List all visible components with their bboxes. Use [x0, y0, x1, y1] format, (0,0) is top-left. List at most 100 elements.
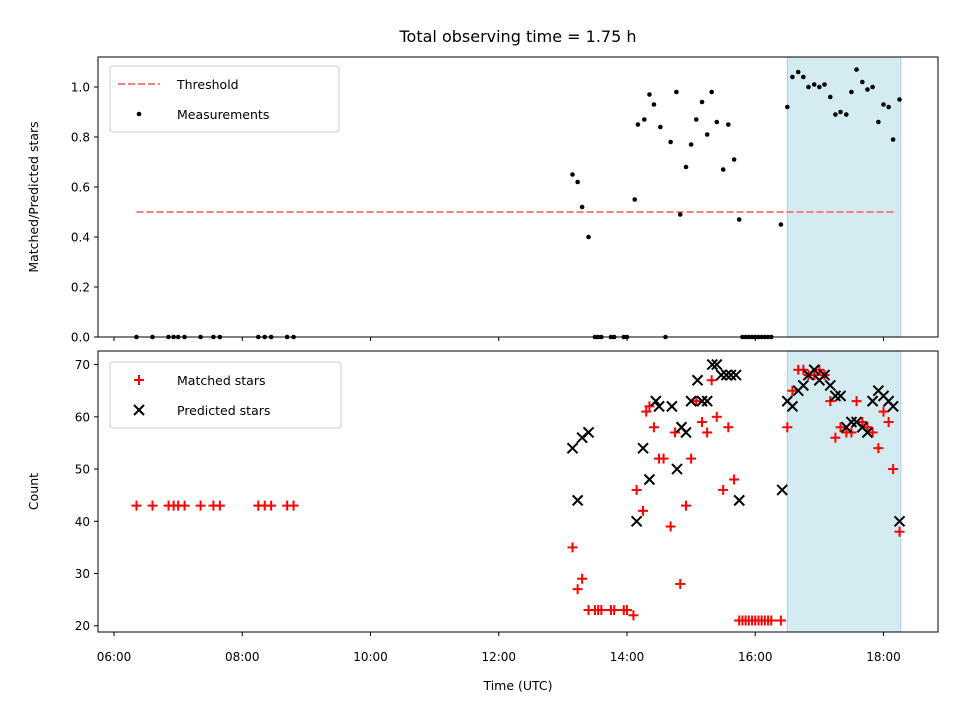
predicted-star-point: [711, 358, 723, 371]
predicted-star-point: [691, 374, 704, 386]
measurement-point: [642, 117, 647, 122]
measurement-point: [806, 84, 811, 90]
predicted-star-point: [887, 400, 899, 413]
measurement-point: [674, 89, 679, 95]
measurement-point: [714, 119, 720, 125]
measurement-point: [726, 122, 731, 127]
top-legend-box: [109, 65, 340, 133]
x-axis-label: Time (UTC): [482, 678, 552, 693]
measurement-point: [677, 212, 683, 217]
matched-star-point: [195, 500, 206, 511]
matched-stars-points: [131, 364, 905, 626]
matched-star-point: [266, 500, 277, 511]
highlight-span-top: [786, 56, 902, 338]
predicted-star-point: [829, 390, 842, 402]
y-tick-label: 60: [75, 410, 90, 424]
matched-star-point: [631, 484, 642, 495]
legend-predicted-swatch: [133, 404, 145, 416]
measurement-point: [785, 104, 790, 110]
predicted-star-point: [893, 515, 906, 527]
measurement-point: [651, 102, 657, 107]
y-tick-label: 0.6: [71, 181, 90, 195]
predicted-star-point: [725, 369, 737, 381]
y-tick-label: 70: [75, 358, 90, 372]
predicted-star-point: [680, 426, 692, 439]
measurement-point: [822, 82, 827, 87]
measurement-point: [795, 69, 801, 75]
measurement-point: [586, 234, 591, 240]
measurement-point: [647, 92, 652, 97]
predicted-star-point: [834, 390, 847, 402]
matched-star-point: [718, 484, 729, 495]
predicted-star-point: [730, 369, 742, 381]
measurement-point: [688, 142, 694, 147]
predicted-star-point: [685, 395, 697, 407]
matched-star-point: [787, 385, 798, 396]
measurement-point: [860, 79, 865, 85]
matched-star-point: [641, 406, 652, 417]
matched-star-point: [878, 406, 889, 417]
measurement-point: [709, 89, 714, 95]
measurement-point: [890, 137, 896, 142]
predicted-star-point: [706, 358, 718, 371]
legend-measurements-swatch: [136, 111, 142, 117]
matched-star-point: [894, 526, 905, 537]
legend-matched-label: Matched stars: [177, 373, 265, 388]
y-tick-label: 0.8: [71, 131, 90, 145]
predicted-star-point: [715, 369, 727, 381]
matched-star-point: [867, 427, 878, 438]
y-tick-label: 40: [75, 515, 90, 529]
bottom-x-ticks: 06:00 08:00 10:00 12:00 14:00 16:00 18:00: [97, 632, 901, 664]
y-tick-label: 0.0: [71, 331, 90, 345]
top-y-axis-label: Matched/Predicted stars: [26, 121, 41, 272]
matched-star-point: [179, 500, 190, 511]
measurement-point: [827, 94, 833, 100]
predicted-star-point: [571, 494, 584, 507]
bottom-y-ticks: 20 30 40 50 60 70: [75, 358, 98, 633]
y-tick-label: 50: [75, 463, 90, 477]
measurement-point: [704, 132, 710, 137]
matched-star-point: [830, 432, 841, 443]
measurement-point: [870, 84, 875, 90]
legend-measurements-label: Measurements: [177, 107, 269, 122]
measurement-point: [736, 217, 742, 222]
predicted-star-point: [776, 484, 788, 496]
predicted-star-point: [696, 395, 708, 407]
predicted-star-point: [845, 416, 858, 428]
measurement-point: [854, 67, 859, 72]
matched-star-point: [214, 500, 225, 511]
highlight-span-rect: [786, 56, 902, 338]
matched-star-point: [702, 427, 713, 438]
matched-star-point: [648, 422, 659, 433]
predicted-star-point: [566, 442, 579, 454]
y-tick-label: 20: [75, 619, 90, 633]
measurement-point: [579, 204, 585, 210]
matched-star-point: [577, 573, 588, 584]
measurement-point: [886, 104, 891, 110]
measurement-point: [881, 102, 886, 107]
matched-star-point: [706, 375, 717, 386]
measurement-point: [683, 164, 689, 170]
x-tick-label: 14:00: [610, 650, 645, 664]
measurement-point: [801, 74, 806, 80]
measurement-point: [720, 167, 726, 172]
predicted-star-point: [701, 395, 713, 407]
x-tick-label: 06:00: [97, 650, 132, 664]
x-tick-label: 12:00: [481, 650, 516, 664]
measurement-point: [778, 222, 784, 227]
predicted-star-point: [643, 473, 656, 486]
y-tick-label: 30: [75, 567, 90, 581]
measurement-point: [817, 84, 822, 90]
matched-star-point: [288, 500, 299, 511]
y-tick-label: 0.4: [71, 231, 90, 245]
matched-star-point: [729, 474, 740, 485]
matched-star-point: [596, 605, 607, 616]
matched-star-point: [622, 605, 633, 616]
matched-star-point: [873, 443, 884, 454]
measurement-point: [790, 74, 795, 80]
measurement-point: [635, 122, 641, 127]
x-tick-label: 08:00: [225, 650, 260, 664]
matched-star-point: [675, 578, 686, 589]
y-tick-label: 0.2: [71, 281, 90, 295]
top-panel: 0.0 0.2 0.4 0.6 0.8 1.0 Matched/Predicted sta…: [26, 56, 939, 345]
